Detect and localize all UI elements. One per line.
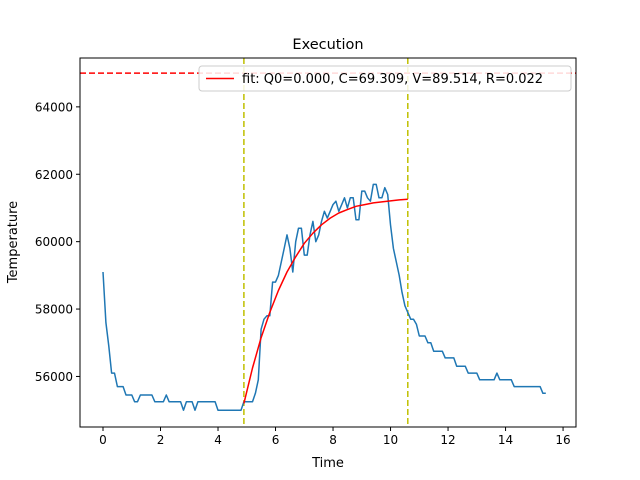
y-axis-label: Temperature xyxy=(6,201,21,284)
x-axis: 0 2 4 6 8 10 12 14 16 xyxy=(99,427,571,447)
plot-area xyxy=(80,58,576,427)
x-tick-label: 6 xyxy=(272,433,280,447)
x-tick-label: 12 xyxy=(440,433,455,447)
legend-fit-label: fit: Q0=0.000, C=69.309, V=89.514, R=0.0… xyxy=(242,72,543,87)
x-tick-label: 10 xyxy=(383,433,398,447)
y-tick-label: 64000 xyxy=(35,100,73,114)
y-tick-label: 60000 xyxy=(35,235,73,249)
temperature-line xyxy=(102,183,546,411)
series-layer xyxy=(102,183,546,411)
x-tick-label: 0 xyxy=(99,433,107,447)
axes-frame xyxy=(79,57,577,428)
y-tick-label: 56000 xyxy=(35,370,73,384)
legend: fit: Q0=0.000, C=69.309, V=89.514, R=0.0… xyxy=(198,65,572,92)
fit-line xyxy=(243,198,408,404)
x-tick-label: 16 xyxy=(555,433,570,447)
x-tick-label: 2 xyxy=(157,433,165,447)
y-axis: 56000 58000 60000 62000 64000 xyxy=(35,100,80,384)
x-tick-label: 8 xyxy=(329,433,337,447)
x-tick-label: 14 xyxy=(498,433,513,447)
legend-box xyxy=(198,65,572,92)
y-tick-label: 62000 xyxy=(35,168,73,182)
y-tick-label: 58000 xyxy=(35,303,73,317)
chart-title: Execution xyxy=(292,37,363,53)
x-tick-label: 4 xyxy=(214,433,222,447)
x-axis-label: Time xyxy=(311,456,344,471)
